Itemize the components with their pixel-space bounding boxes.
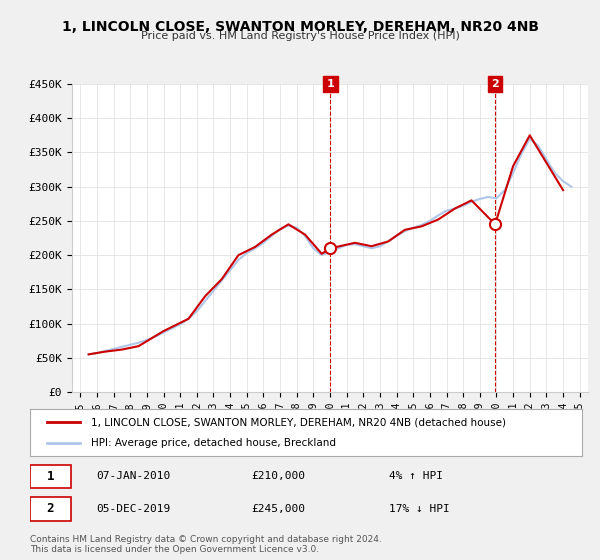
Text: 05-DEC-2019: 05-DEC-2019 <box>96 503 170 514</box>
FancyBboxPatch shape <box>30 465 71 488</box>
Text: Contains HM Land Registry data © Crown copyright and database right 2024.
This d: Contains HM Land Registry data © Crown c… <box>30 535 382 554</box>
Text: 07-JAN-2010: 07-JAN-2010 <box>96 472 170 482</box>
Text: £210,000: £210,000 <box>251 472 305 482</box>
Text: 1, LINCOLN CLOSE, SWANTON MORLEY, DEREHAM, NR20 4NB: 1, LINCOLN CLOSE, SWANTON MORLEY, DEREHA… <box>62 20 539 34</box>
Text: 1: 1 <box>326 79 334 89</box>
Text: 1, LINCOLN CLOSE, SWANTON MORLEY, DEREHAM, NR20 4NB (detached house): 1, LINCOLN CLOSE, SWANTON MORLEY, DEREHA… <box>91 417 506 427</box>
Text: 4% ↑ HPI: 4% ↑ HPI <box>389 472 443 482</box>
Text: HPI: Average price, detached house, Breckland: HPI: Average price, detached house, Brec… <box>91 438 336 448</box>
Text: 17% ↓ HPI: 17% ↓ HPI <box>389 503 449 514</box>
Text: 2: 2 <box>491 79 499 89</box>
Text: 1: 1 <box>47 470 54 483</box>
Text: £245,000: £245,000 <box>251 503 305 514</box>
Text: 2: 2 <box>47 502 54 515</box>
Text: Price paid vs. HM Land Registry's House Price Index (HPI): Price paid vs. HM Land Registry's House … <box>140 31 460 41</box>
FancyBboxPatch shape <box>30 497 71 521</box>
